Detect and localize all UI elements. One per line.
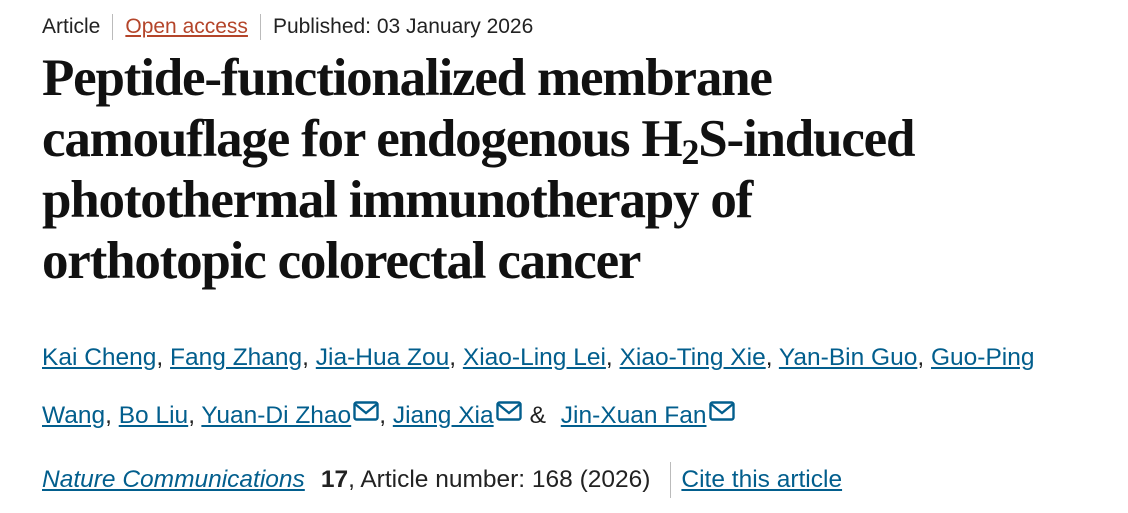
email-icon[interactable] [495,386,522,442]
separator: , [917,344,925,371]
separator: , [105,402,112,429]
separator: , [765,344,773,371]
author-link[interactable]: Yan-Bin Guo [778,344,918,371]
mail-glyph [495,401,522,421]
separator: , [302,344,309,371]
title-line: photothermal immunotherapy of [42,171,753,229]
author-list: Kai Cheng, Fang Zhang, Jia-Hua Zou, Xiao… [42,330,1087,444]
author-link[interactable]: Xiao-Ting Xie [619,344,766,371]
title-line: Peptide-functionalized membrane [42,49,773,107]
email-icon[interactable] [353,386,379,442]
article-title: Peptide-functionalized membrane camoufla… [42,48,1102,292]
email-icon[interactable] [708,386,735,442]
separator: , [449,344,457,371]
article-header: Article Open access Published: 03 Januar… [42,12,1102,500]
mail-glyph [353,401,379,421]
author-link[interactable]: Kai Cheng [42,344,157,371]
cite-link[interactable]: Cite this article [681,466,843,493]
separator: & [529,402,546,429]
separator: , [605,344,613,371]
author-link[interactable]: Guo-Ping Wang [42,344,1035,429]
title-subscript: 2 [681,132,699,172]
published-date: Published: 03 January 2026 [259,14,545,40]
author-link[interactable]: Jia-Hua Zou [315,344,450,371]
open-access-link[interactable]: Open access [112,14,260,40]
article-number: , Article number: 168 (2026) [348,466,651,493]
separator: , [156,344,164,371]
author-link[interactable]: Jin-Xuan Fan [560,402,707,429]
volume: 17 [320,466,349,493]
title-line: orthotopic colorectal cancer [42,232,641,290]
author-link[interactable]: Jiang Xia [392,402,494,429]
title-line: camouflage for endogenous H [42,110,683,168]
citation-row: Nature Communications 17 , Article numbe… [42,460,1102,500]
mail-glyph [708,401,735,421]
author-link[interactable]: Yuan-Di Zhao [201,402,352,429]
article-type: Article [42,15,101,38]
title-line: S-induced [698,110,915,168]
separator: , [379,402,386,429]
author-link[interactable]: Bo Liu [118,402,189,429]
author-link[interactable]: Xiao-Ling Lei [462,344,606,371]
separator: , [188,402,195,429]
divider [670,462,672,498]
journal-link[interactable]: Nature Communications [42,466,305,493]
author-link[interactable]: Fang Zhang [170,344,303,371]
meta-row: Article Open access Published: 03 Januar… [42,12,1102,42]
